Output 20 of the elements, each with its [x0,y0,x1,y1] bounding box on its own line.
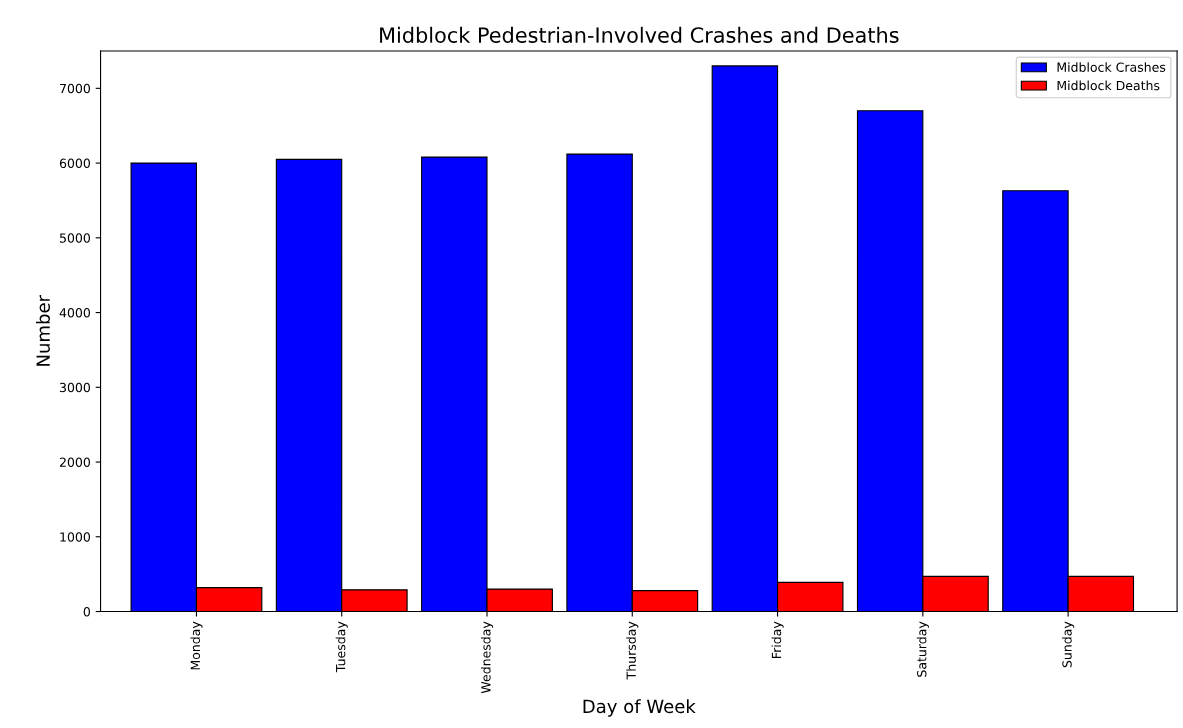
x-tick-label: Sunday [1062,621,1075,668]
y-tick-label: 1000 [60,532,90,542]
legend-label: Midblock Crashes [1057,62,1166,72]
x-tick-label: Monday [190,621,203,670]
x-tick-label: Tuesday [335,621,348,673]
x-axis-title: Day of Week [583,699,696,717]
x-tick-label: Friday [771,621,784,658]
y-tick-label: 3000 [59,382,90,393]
y-tick-label: 0 [83,606,90,617]
y-tick-label: 7000 [60,83,90,94]
legend-label: Midblock Deaths [1057,80,1160,91]
chart-title: Midblock Pedestrian-Involved Crashes and Deaths [380,26,899,43]
y-tick-label: 4000 [59,308,90,318]
x-tick-label: Saturday [916,621,929,677]
y-tick-label: 5000 [59,233,90,243]
y-tick-label: 6000 [59,158,90,168]
y-axis-title: Number [35,294,50,366]
x-tick-label: Wednesday [480,621,494,694]
y-tick-label: 2000 [59,457,90,467]
x-tick-label: Thursday [626,621,639,680]
